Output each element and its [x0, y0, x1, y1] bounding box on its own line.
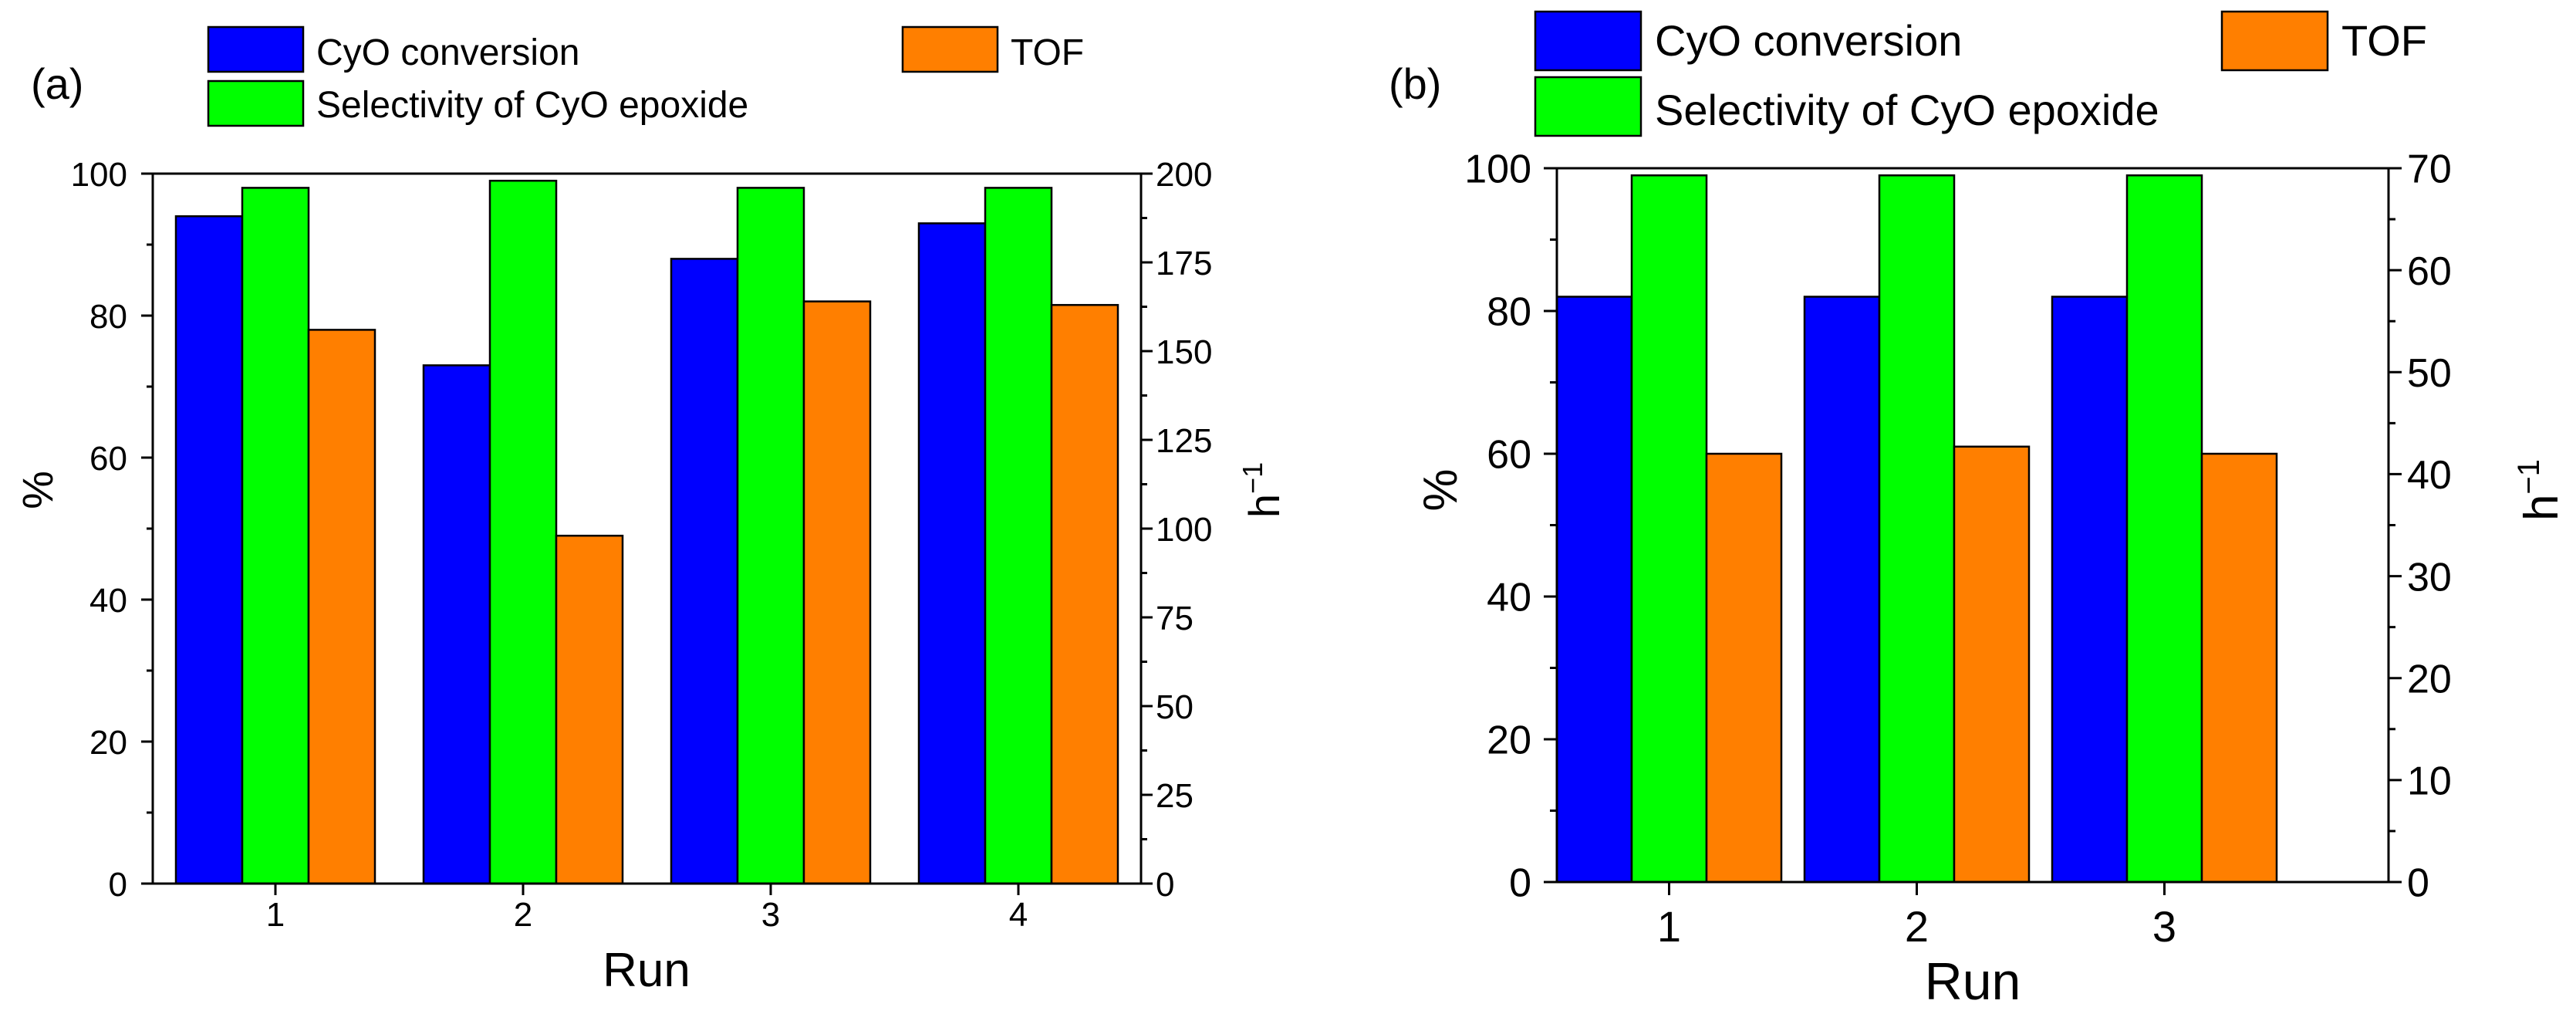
panel-a-y2-axis-title-base: h: [1240, 494, 1288, 518]
panel-a-bar-run3-s1: [670, 258, 739, 885]
panel-b-bar-run2-s2: [1878, 174, 1956, 884]
panel-b-y2-tick-label: 50: [2407, 351, 2452, 396]
panel-b-x-tick-label: 3: [2152, 902, 2176, 951]
panel-a-x-tick-label: 1: [266, 896, 285, 934]
panel-b-y-tick-label: 100: [1464, 147, 1531, 192]
panel-b-bar-run1-s3: [1705, 452, 1783, 884]
panel-b-y2-tick-label: 20: [2407, 657, 2452, 701]
panel-a-y2-axis-title: h−1: [1237, 462, 1288, 518]
panel-a-bar-run3-s2: [736, 187, 805, 885]
panel-b-legend-label-conversion: CyO conversion: [1655, 16, 1962, 65]
panel-b-bar-run1-s2: [1630, 174, 1708, 884]
panel-b-bar-run3-s2: [2125, 174, 2203, 884]
panel-b-y2-axis-title-base: h: [2515, 495, 2568, 521]
panel-b-y2-axis-title-exp: −1: [2512, 459, 2546, 495]
panel-b-bar-run2-s1: [1803, 296, 1881, 884]
panel-a-x-tick-label: 3: [761, 896, 780, 934]
panel-a-y-tick-label: 0: [109, 866, 127, 904]
panel-a-y2-tick-label: 0: [1156, 866, 1174, 904]
panel-b-chart: (b) CyO conversion Selectivity of CyO ep…: [1389, 10, 2568, 1011]
panel-a-bar-run3-s3: [802, 300, 872, 885]
panel-a-chart: (a) CyO conversion Selectivity of CyO ep…: [13, 25, 1288, 997]
panel-b-y2-tick-label: 70: [2407, 147, 2452, 192]
panel-b-y-tick-label: 80: [1487, 290, 1531, 335]
panel-a-legend-swatch-selectivity: [207, 79, 305, 127]
panel-b-y2-tick-label: 30: [2407, 555, 2452, 600]
panel-b-y-tick-label: 40: [1487, 576, 1531, 620]
panel-b-legend-label-selectivity: Selectivity of CyO epoxide: [1655, 86, 2159, 134]
panel-a-legend-label-selectivity: Selectivity of CyO epoxide: [316, 85, 748, 126]
panel-a-x-tick-label: 4: [1009, 896, 1028, 934]
panel-b-legend-swatch-selectivity: [1534, 76, 1642, 137]
panel-b-y2-tick-label: 40: [2407, 453, 2452, 498]
panel-b-y2-tick-label: 60: [2407, 249, 2452, 294]
panel-a-x-axis-title: Run: [603, 944, 690, 997]
panel-a-label: (a): [31, 59, 83, 108]
panel-a-y-tick-label: 40: [89, 582, 127, 620]
panel-a-legend-label-conversion: CyO conversion: [316, 32, 579, 73]
panel-a-y2-tick-label: 100: [1156, 511, 1212, 549]
panel-b-bar-run2-s3: [1953, 445, 2031, 884]
panel-a-y2-axis-title-exp: −1: [1237, 462, 1268, 494]
panel-a-bar-run1-s2: [241, 187, 310, 885]
panel-a-y2-tick-label: 200: [1156, 156, 1212, 194]
panel-b-y2-tick-label: 10: [2407, 759, 2452, 804]
panel-a-x-tick-label: 2: [514, 896, 532, 934]
panel-a-bar-run2-s3: [555, 534, 624, 885]
panel-b-x-tick-label: 2: [1905, 902, 1929, 951]
panel-a-y-tick-label: 100: [71, 156, 127, 194]
panel-a-bar-run4-s3: [1050, 303, 1119, 885]
panel-a-y2-tick-label: 50: [1156, 688, 1193, 726]
panel-a-bar-run2-s2: [488, 179, 558, 885]
panel-a-y2-tick-label: 175: [1156, 245, 1212, 282]
panel-a-y2-tick-label: 125: [1156, 422, 1212, 460]
panel-a-legend-swatch-tof: [901, 25, 999, 73]
panel-b-y2-tick-label: 0: [2407, 861, 2429, 906]
panel-a-y2-tick-label: 150: [1156, 333, 1212, 371]
panel-a-bar-run2-s1: [422, 364, 491, 885]
panel-a-bars: [174, 179, 1119, 885]
panel-b-x-axis-title: Run: [1925, 952, 2021, 1011]
panel-a-legend-label-tof: TOF: [1011, 32, 1084, 73]
panel-a-bar-run4-s1: [917, 222, 987, 885]
panel-b-y2-axis-title: h−1: [2512, 459, 2568, 521]
panel-b-bar-run3-s1: [2051, 296, 2129, 884]
panel-a-y-tick-label: 80: [89, 298, 127, 336]
panel-a-y-tick-label: 20: [89, 724, 127, 762]
panel-a-bar-run4-s2: [984, 187, 1053, 885]
panel-b-legend-swatch-tof: [2220, 10, 2329, 72]
panel-b-bar-run1-s1: [1555, 296, 1633, 884]
panel-a-y-axis-title: %: [13, 471, 62, 509]
panel-a-bar-run1-s3: [307, 329, 376, 885]
panel-b-legend-swatch-conversion: [1534, 10, 1642, 72]
panel-b-bars: [1555, 174, 2278, 884]
panel-a-y2-tick-label: 75: [1156, 600, 1193, 637]
panel-b-plot-frame: [1555, 167, 2390, 884]
panel-b-x-tick-label: 1: [1657, 902, 1681, 951]
panel-b-label: (b): [1389, 59, 1441, 108]
panel-a-bar-run1-s1: [174, 215, 244, 885]
panel-b-y-tick-label: 60: [1487, 433, 1531, 478]
panel-b-y-tick-label: 0: [1509, 861, 1531, 906]
panel-b-y-tick-label: 20: [1487, 718, 1531, 763]
panel-b-legend-label-tof: TOF: [2341, 16, 2427, 65]
panel-b-y-axis-title: %: [1414, 468, 1467, 511]
panel-a-legend-swatch-conversion: [207, 25, 305, 73]
panel-b-bar-run3-s3: [2200, 452, 2278, 884]
panel-a-plot-frame: [151, 172, 1143, 885]
panel-a-y-tick-label: 60: [89, 440, 127, 478]
panel-a-y2-tick-label: 25: [1156, 777, 1193, 815]
